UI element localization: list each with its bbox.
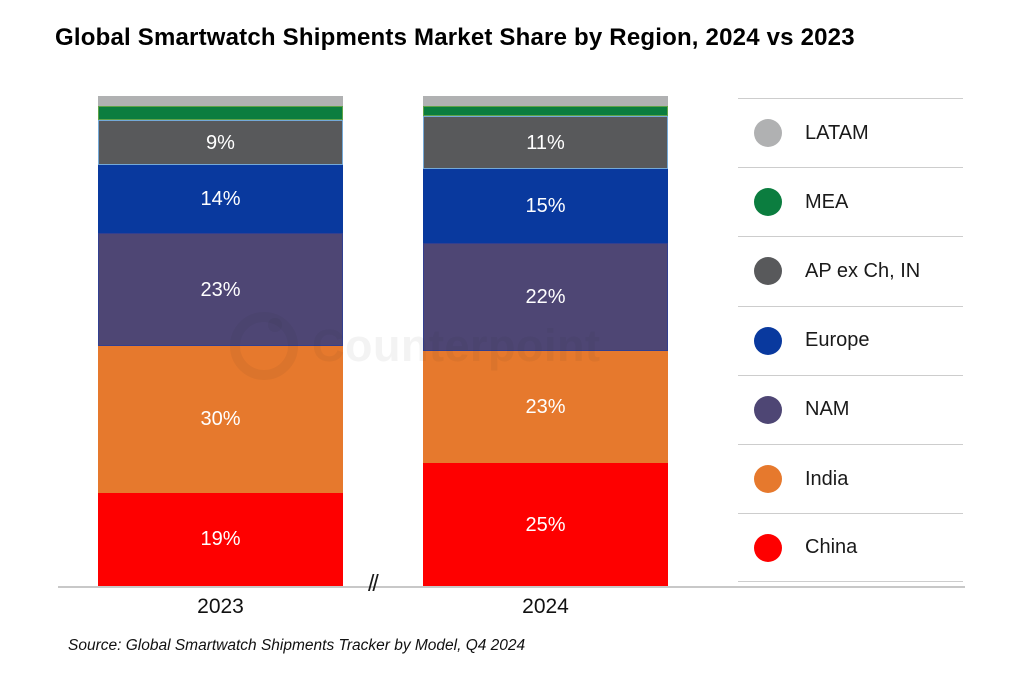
segment-value-label: 23%: [525, 396, 566, 419]
legend-label: India: [805, 467, 849, 490]
segment-value-label: 22%: [525, 285, 566, 308]
bar-segment-india: 23%: [423, 350, 668, 464]
segment-value-label: 19%: [200, 528, 241, 551]
x-axis-line: [58, 586, 965, 588]
legend-swatch-icon: [754, 257, 782, 286]
legend: LATAM MEA AP ex Ch, IN Europe NAM India China: [738, 98, 963, 583]
segment-value-label: 23%: [200, 278, 241, 301]
legend-item-nam: NAM: [738, 374, 963, 444]
stacked-bar-2024: 11% 15% 22% 23% 25%: [423, 96, 668, 586]
segment-value-label: 9%: [206, 131, 235, 154]
x-axis-label-2023: 2023: [197, 595, 244, 618]
bar-segment-europe: 14%: [98, 164, 343, 234]
legend-label: China: [805, 536, 858, 559]
legend-label: Europe: [805, 329, 870, 352]
bar-segment-china: 19%: [98, 492, 343, 586]
legend-item-latam: LATAM: [738, 98, 963, 167]
legend-item-ap-ex-ch-in: AP ex Ch, IN: [738, 236, 963, 305]
segment-value-label: 11%: [526, 131, 565, 154]
legend-label: LATAM: [805, 121, 869, 144]
bar-segment-latam: [423, 96, 668, 106]
legend-item-china: China: [738, 513, 963, 583]
legend-swatch-icon: [754, 326, 782, 355]
bar-segment-china: 25%: [423, 463, 668, 586]
segment-value-label: 14%: [200, 187, 241, 210]
legend-item-india: India: [738, 443, 963, 513]
axis-break-symbol: //: [368, 570, 379, 596]
bar-segment-latam: [98, 96, 343, 106]
x-axis-label-2024: 2024: [522, 595, 569, 618]
segment-value-label: 15%: [525, 195, 566, 218]
legend-swatch-icon: [754, 465, 782, 494]
legend-swatch-icon: [754, 395, 782, 424]
bar-segment-mea: [423, 105, 668, 116]
legend-item-europe: Europe: [738, 305, 963, 375]
bar-segment-india: 30%: [98, 345, 343, 493]
legend-item-mea: MEA: [738, 167, 963, 236]
segment-value-label: 30%: [200, 408, 241, 431]
bar-segment-ap-ex-ch-in: 9%: [98, 120, 343, 165]
chart-title: Global Smartwatch Shipments Market Share…: [55, 24, 855, 51]
legend-label: NAM: [805, 398, 850, 421]
bar-segment-nam: 23%: [98, 233, 343, 346]
legend-label: AP ex Ch, IN: [805, 259, 921, 282]
legend-swatch-icon: [754, 119, 782, 148]
legend-label: MEA: [805, 190, 849, 213]
bar-segment-ap-ex-ch-in: 11%: [423, 115, 668, 170]
bar-segment-nam: 22%: [423, 242, 668, 351]
segment-value-label: 25%: [525, 513, 566, 536]
bar-segment-mea: [98, 105, 343, 121]
source-note: Source: Global Smartwatch Shipments Trac…: [68, 637, 526, 654]
legend-swatch-icon: [754, 188, 782, 217]
stacked-bar-2023: 9% 14% 23% 30% 19%: [98, 96, 343, 586]
legend-swatch-icon: [754, 533, 782, 562]
bar-segment-europe: 15%: [423, 169, 668, 243]
